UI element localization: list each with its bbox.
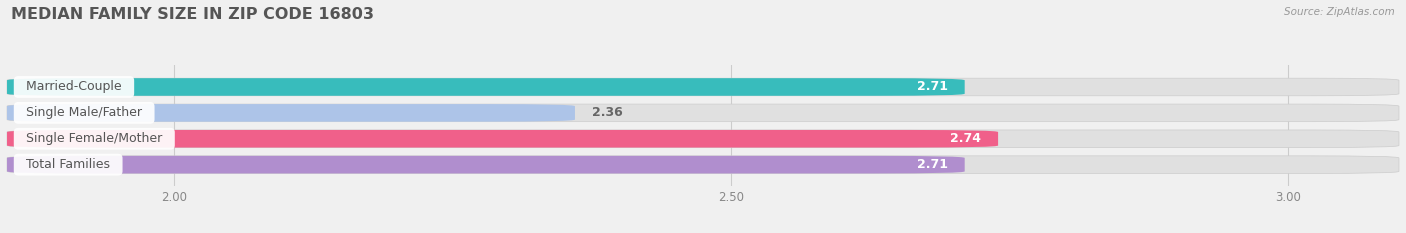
FancyBboxPatch shape bbox=[7, 156, 965, 173]
FancyBboxPatch shape bbox=[7, 78, 1399, 96]
FancyBboxPatch shape bbox=[7, 104, 575, 122]
Text: Single Female/Mother: Single Female/Mother bbox=[18, 132, 170, 145]
FancyBboxPatch shape bbox=[7, 78, 965, 96]
FancyBboxPatch shape bbox=[7, 104, 1399, 122]
Text: 2.71: 2.71 bbox=[917, 158, 948, 171]
FancyBboxPatch shape bbox=[7, 130, 1399, 147]
FancyBboxPatch shape bbox=[7, 156, 1399, 173]
Text: Total Families: Total Families bbox=[18, 158, 118, 171]
Text: 2.36: 2.36 bbox=[592, 106, 623, 119]
FancyBboxPatch shape bbox=[7, 130, 998, 147]
Text: 2.74: 2.74 bbox=[950, 132, 981, 145]
Text: MEDIAN FAMILY SIZE IN ZIP CODE 16803: MEDIAN FAMILY SIZE IN ZIP CODE 16803 bbox=[11, 7, 374, 22]
Text: 2.71: 2.71 bbox=[917, 80, 948, 93]
Text: Married-Couple: Married-Couple bbox=[18, 80, 129, 93]
Text: Single Male/Father: Single Male/Father bbox=[18, 106, 150, 119]
Text: Source: ZipAtlas.com: Source: ZipAtlas.com bbox=[1284, 7, 1395, 17]
